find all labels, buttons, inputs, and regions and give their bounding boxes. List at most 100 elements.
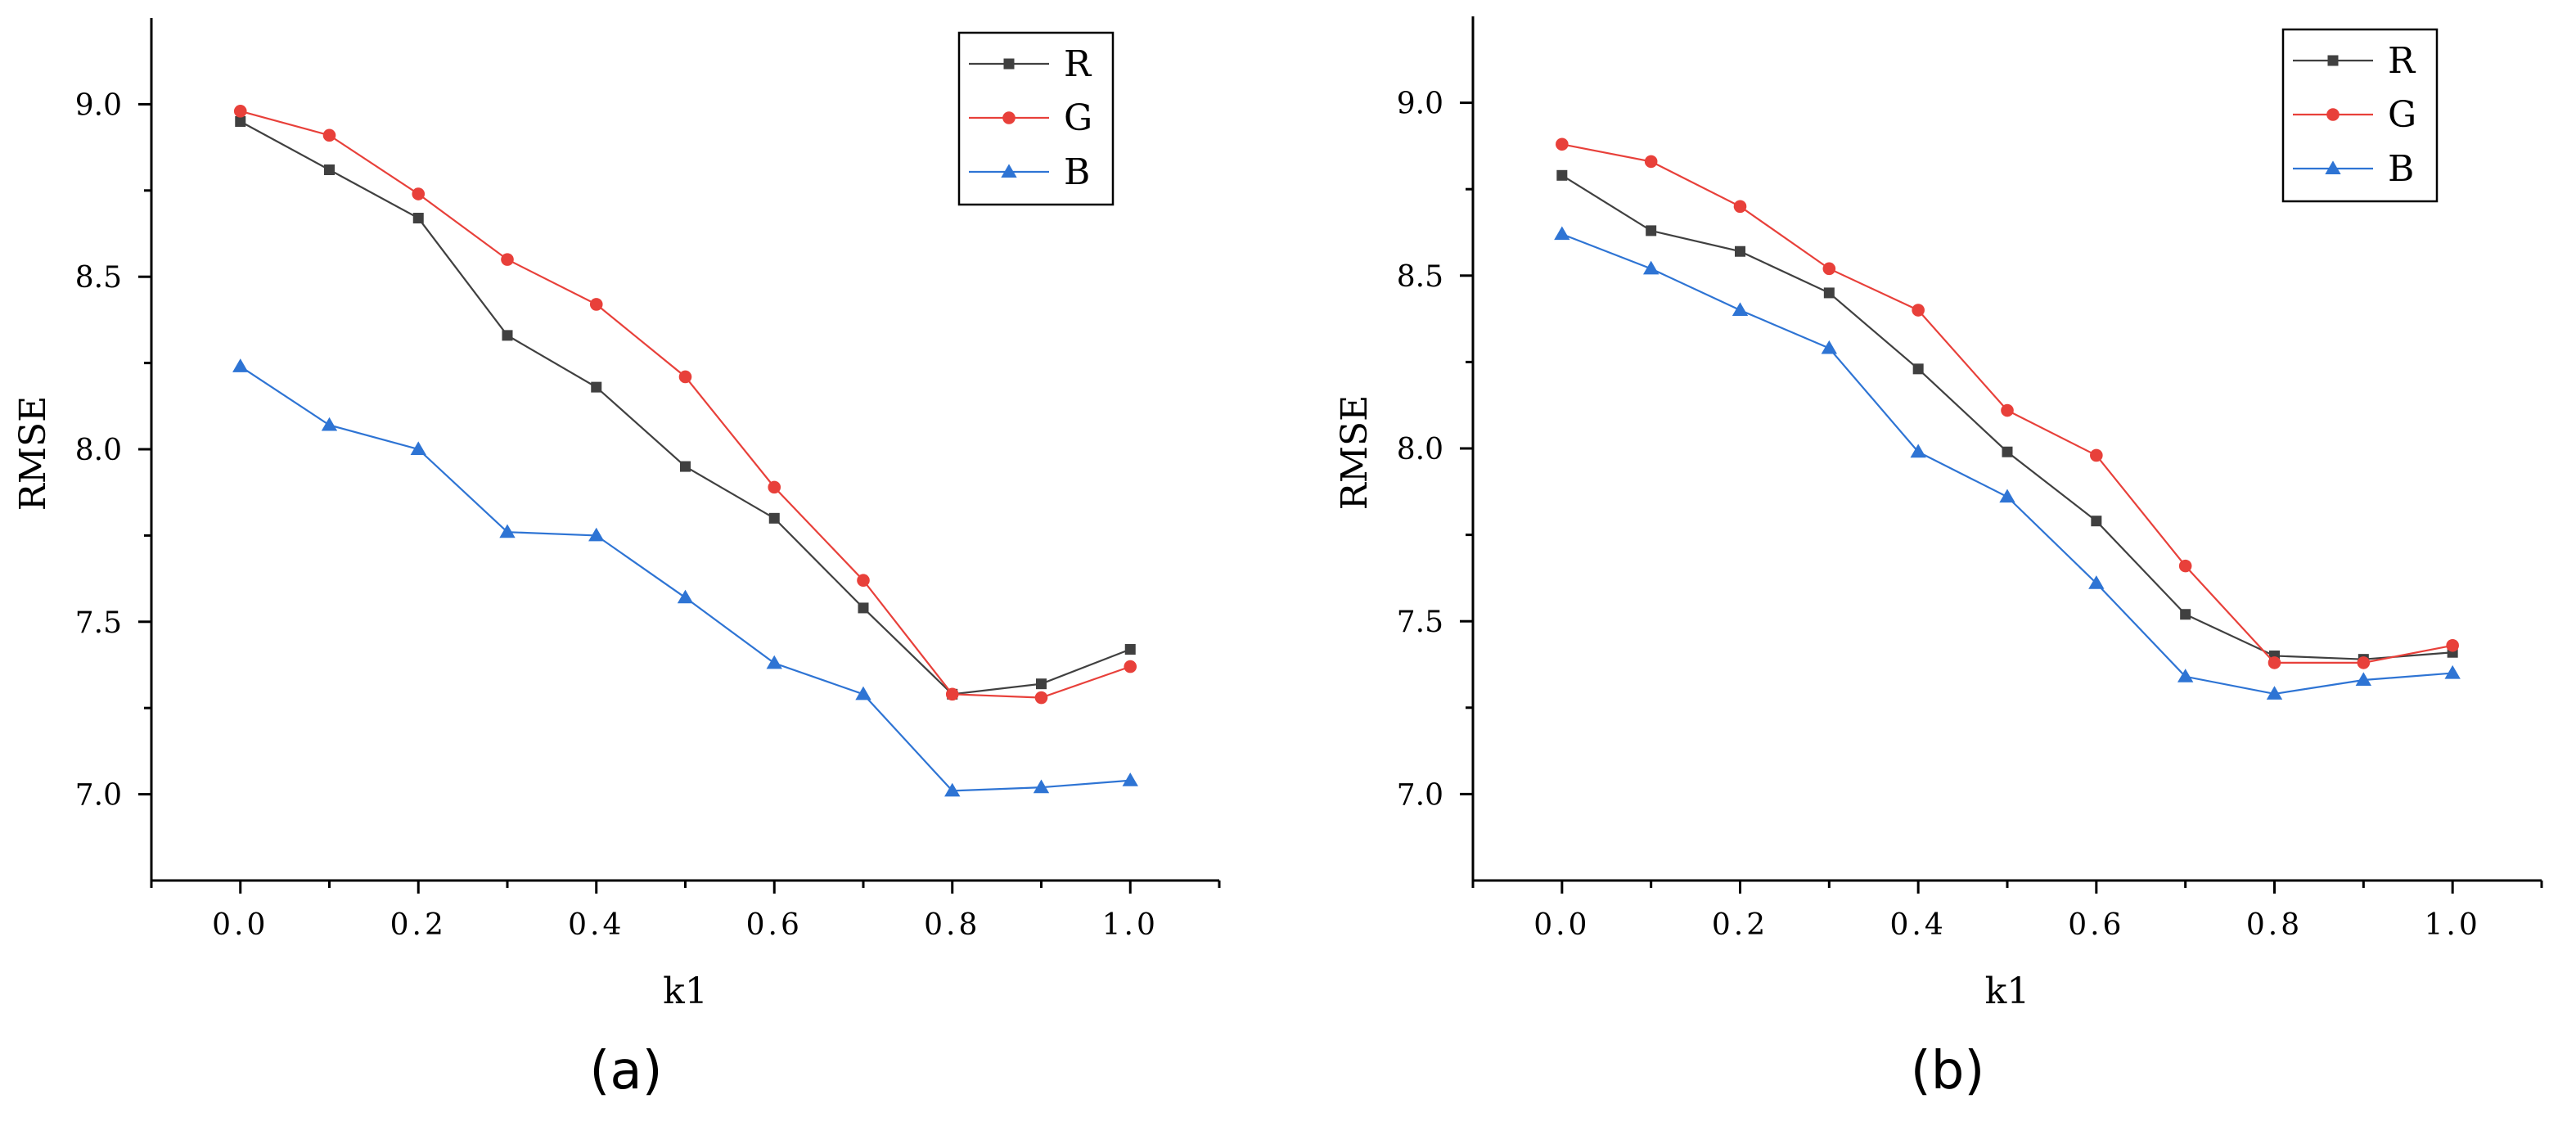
data-point-a-B <box>410 441 426 456</box>
x-tick-label-a: 0.8 <box>924 908 980 942</box>
series-line-b-R <box>1561 174 2453 660</box>
data-point-b-B <box>1821 340 1838 354</box>
data-point-b-G <box>1912 304 1925 317</box>
data-point-a-B <box>1122 772 1138 786</box>
data-point-a-B <box>855 686 871 700</box>
data-point-b-G <box>1556 137 1569 151</box>
data-point-a-B <box>588 527 605 542</box>
data-point-b-G <box>2446 638 2459 652</box>
data-point-a-R <box>324 164 335 176</box>
caption-a: (a) <box>589 1041 662 1101</box>
y-tick-label-b: 7.0 <box>1397 778 1443 812</box>
x-tick-label-a: 1.0 <box>1102 908 1159 942</box>
series-line-a-R <box>240 120 1131 696</box>
data-point-a-B <box>321 417 338 431</box>
data-point-a-G <box>233 105 247 118</box>
data-point-a-R <box>591 381 602 393</box>
data-point-a-G <box>768 480 781 494</box>
y-axis-label-b: RMSE <box>1334 395 1376 510</box>
data-point-b-R <box>1912 363 1924 375</box>
data-point-a-B <box>766 655 782 669</box>
data-point-a-G <box>678 370 692 384</box>
series-line-b-G <box>1561 143 2453 664</box>
legend-label-b-R: R <box>2388 40 2416 82</box>
data-point-b-B <box>1999 489 2015 503</box>
data-point-b-B <box>1910 444 1926 458</box>
data-point-b-R <box>1735 245 1745 257</box>
data-point-a-B <box>944 782 961 797</box>
y-tick-label-a: 9.0 <box>75 88 122 122</box>
data-point-a-R <box>768 512 780 524</box>
y-axis-label-a: RMSE <box>12 396 54 511</box>
y-tick-label-b: 9.0 <box>1397 88 1443 121</box>
data-point-b-G <box>1733 200 1747 214</box>
y-tick-label-b: 7.5 <box>1397 606 1443 639</box>
data-point-b-G <box>2357 656 2371 669</box>
x-axis-label-b: k1 <box>1985 971 2030 1012</box>
legend-marker-a-B <box>1001 164 1017 178</box>
series-line-b-B <box>1561 233 2453 696</box>
data-point-a-G <box>589 298 603 311</box>
data-point-a-R <box>502 330 513 341</box>
data-point-b-B <box>2444 664 2461 679</box>
x-tick-label-b: 0.4 <box>1890 908 1947 942</box>
data-point-b-B <box>2177 669 2194 682</box>
y-tick-label-a: 8.0 <box>75 434 122 467</box>
legend-marker-a-R <box>1003 58 1015 70</box>
y-tick-label-b: 8.0 <box>1397 433 1443 466</box>
data-point-b-B <box>1642 260 1660 275</box>
data-point-a-G <box>945 687 959 701</box>
x-tick-label-a: 0.2 <box>390 908 447 942</box>
legend-marker-b-B <box>2325 160 2341 175</box>
y-tick-label-a: 8.5 <box>75 261 122 295</box>
x-tick-label-a: 0.6 <box>746 908 803 942</box>
data-point-b-G <box>1822 262 1836 276</box>
data-point-a-G <box>322 128 336 142</box>
x-tick-label-a: 0.4 <box>568 908 624 942</box>
legend-marker-a-G <box>1002 111 1016 124</box>
x-tick-label-a: 0.0 <box>212 908 268 942</box>
data-point-a-G <box>857 574 870 588</box>
caption-b: (b) <box>1911 1041 1985 1101</box>
legend-label-b-B: B <box>2388 148 2414 190</box>
data-point-b-G <box>2268 656 2281 669</box>
data-point-b-B <box>1732 302 1749 317</box>
legend-marker-b-R <box>2327 55 2339 66</box>
data-point-b-B <box>2088 575 2105 589</box>
data-point-a-G <box>412 187 426 200</box>
y-tick-label-a: 7.5 <box>75 606 122 640</box>
y-tick-label-b: 8.5 <box>1397 260 1443 294</box>
y-tick-label-a: 7.0 <box>75 779 122 813</box>
data-point-a-B <box>677 589 694 604</box>
data-point-a-G <box>1124 660 1137 673</box>
data-point-b-G <box>2090 448 2103 462</box>
x-tick-label-b: 0.0 <box>1533 908 1590 942</box>
data-point-b-G <box>2001 403 2014 417</box>
legend-label-a-B: B <box>1064 151 1090 193</box>
data-point-b-R <box>1823 287 1835 299</box>
data-point-a-R <box>1036 678 1047 690</box>
data-point-a-R <box>235 115 246 127</box>
legend-label-a-R: R <box>1064 43 1092 85</box>
data-point-b-B <box>1554 226 1570 241</box>
legend-label-a-G: G <box>1064 97 1092 139</box>
data-point-a-R <box>858 602 869 614</box>
data-point-b-G <box>2178 559 2192 573</box>
data-point-a-G <box>1034 691 1048 705</box>
x-tick-label-b: 0.8 <box>2246 908 2303 942</box>
data-point-a-B <box>232 358 249 372</box>
data-point-a-G <box>501 253 514 266</box>
x-tick-label-b: 1.0 <box>2425 908 2481 942</box>
data-point-a-R <box>1124 644 1136 655</box>
x-tick-label-b: 0.2 <box>1712 908 1768 942</box>
data-point-a-R <box>680 461 691 472</box>
x-axis-label-a: k1 <box>663 971 708 1012</box>
data-point-b-G <box>1644 155 1658 169</box>
data-point-a-B <box>499 524 516 538</box>
data-point-b-B <box>2266 686 2283 700</box>
data-point-a-B <box>1033 779 1050 794</box>
data-point-b-B <box>2355 672 2372 687</box>
legend-label-b-G: G <box>2388 94 2416 136</box>
data-point-b-R <box>2180 609 2191 620</box>
x-tick-label-b: 0.6 <box>2068 908 2124 942</box>
